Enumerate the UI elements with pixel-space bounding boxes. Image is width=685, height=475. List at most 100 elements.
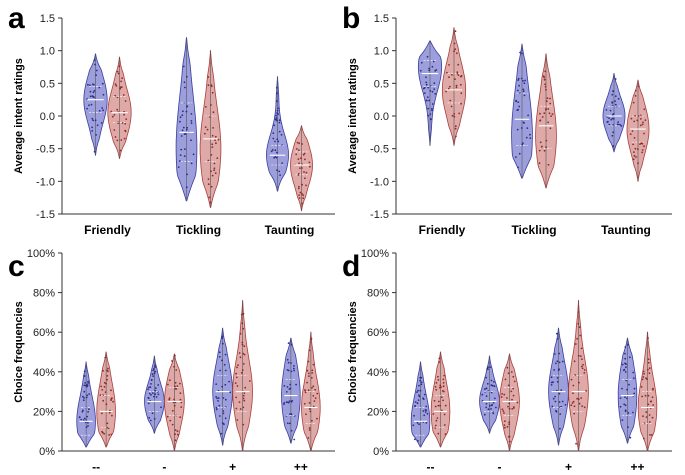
data-point [207,178,210,181]
data-point [431,109,433,112]
data-point [290,362,292,364]
data-point [94,63,96,66]
panel-d-plot: 0%20%40%60%80%100%-- - + ++ [361,248,672,474]
data-point [301,183,303,186]
data-point [214,135,217,138]
data-point [160,406,162,409]
data-point [634,147,637,150]
data-point [627,412,630,414]
data-point [301,202,304,205]
data-point [309,165,311,168]
data-point [448,85,451,88]
data-point [85,419,88,421]
data-point [152,369,155,372]
data-point [437,379,440,381]
data-point [221,385,224,388]
data-point [649,400,652,403]
data-point [645,416,648,418]
data-point [176,385,179,387]
data-point [243,345,246,348]
data-point [177,433,179,436]
data-point [290,370,293,373]
data-point [433,88,436,90]
data-point [311,369,314,372]
y-tick-label: 1.0 [374,46,389,58]
data-point [579,334,582,337]
data-point [432,60,435,63]
data-point [526,127,529,129]
data-point [182,110,184,113]
data-point [182,126,185,129]
data-point [104,391,107,393]
data-point [185,75,188,78]
data-point [311,419,313,422]
panel-d: d Choice frequencies 0% 20% 40% 60% 80% 100% -… [342,248,672,474]
data-point [223,363,226,366]
data-point [173,398,176,401]
data-point [422,410,425,412]
data-point [576,337,579,340]
y-tick-label: -1.0 [370,176,389,188]
data-point [542,75,545,77]
data-point [457,74,460,76]
data-point [583,372,586,374]
data-point [573,360,576,363]
data-point [211,91,214,94]
data-point [442,382,445,384]
data-point [527,114,529,117]
data-point [624,396,626,398]
data-point [206,128,209,131]
data-point [647,358,650,361]
data-point [426,96,429,98]
data-point [95,134,97,136]
data-point [449,99,452,102]
data-point [242,327,245,330]
data-point [425,422,428,424]
data-point [416,421,419,424]
data-point [123,137,126,140]
data-point [110,389,112,392]
data-point [82,399,85,402]
data-point [418,423,420,426]
y-tick-label: 80% [33,288,55,300]
y-tick-label: 20% [367,406,389,418]
data-point [111,414,113,417]
data-point [224,353,227,356]
data-point [442,399,444,402]
data-point [224,383,227,386]
data-point [441,409,443,412]
data-point [234,382,237,384]
data-point [88,104,90,107]
data-point [438,357,441,360]
data-point [84,421,87,424]
data-point [556,380,559,383]
data-point [425,83,428,86]
data-point [221,359,223,362]
data-point [154,387,157,389]
data-point [642,415,644,418]
y-tick-label: 0.0 [40,111,55,123]
data-point [222,397,225,399]
data-point [287,361,290,364]
data-point [581,358,583,360]
data-point [511,398,513,401]
data-point [171,360,173,362]
data-point [487,366,489,368]
data-point [153,395,155,398]
data-point [235,396,238,399]
data-point [455,84,458,87]
data-point [629,436,632,439]
data-point [541,116,544,118]
data-point [434,70,436,72]
data-point [454,78,456,80]
data-point [580,347,583,350]
data-point [641,151,643,154]
data-point [103,386,106,388]
data-point [114,83,117,86]
data-point [102,399,105,402]
data-point [174,381,177,384]
data-point [124,100,127,102]
data-point [157,384,160,386]
data-point [629,133,632,136]
data-point [157,393,160,396]
